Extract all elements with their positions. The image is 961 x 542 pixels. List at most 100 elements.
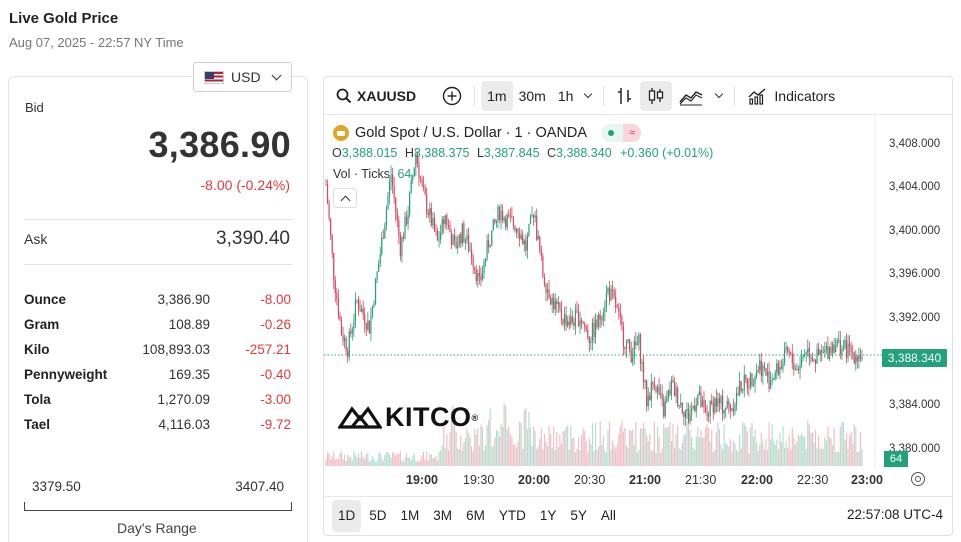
range-1y[interactable]: 1Y [539,507,557,523]
candle-body [351,328,353,334]
ask-label: Ask [24,231,48,247]
candle-body [401,237,403,257]
candle-body [488,240,490,248]
range-all[interactable]: All [600,507,616,523]
unit-change: -8.00 [260,292,291,307]
candle-body [523,240,525,245]
range-ytd[interactable]: YTD [498,507,526,523]
bar-style-button[interactable] [610,81,640,111]
volume-bar [790,449,792,466]
volume-bar [690,437,693,466]
currency-select[interactable]: USD [193,62,292,92]
candle-body [361,308,363,312]
candle-body [381,237,383,254]
candle-body [629,339,631,350]
volume-bar [463,442,465,466]
market-status-badge[interactable]: ≈ [601,124,642,142]
price-chart[interactable] [324,116,952,468]
volume-bar [362,456,364,466]
volume-bar [703,437,705,466]
volume-bar [483,450,485,466]
candle-body [571,316,573,323]
candle-body [422,185,425,188]
candle-body [797,368,800,371]
volume-bar [811,431,814,466]
volume-bar [748,453,750,466]
chart-style-dropdown[interactable] [710,81,728,111]
volume-bar [514,444,516,466]
volume-bar [399,451,401,466]
interval-1h[interactable]: 1h [557,87,574,104]
candle-body [409,192,411,215]
interval-30m[interactable]: 30m [518,87,546,104]
volume-bar [509,433,511,466]
volume-bar [650,450,652,466]
candle-body [706,412,708,416]
chart-settings-icon[interactable] [911,472,925,486]
candle-body [773,378,775,380]
candle-body [447,224,449,226]
range-6m[interactable]: 6M [466,507,485,523]
range-5y[interactable]: 5Y [570,507,587,523]
candle-body [799,365,801,371]
us-flag-icon [204,70,224,84]
candle-body [622,326,625,347]
volume-bar [752,436,755,466]
volume-bar [838,451,840,466]
volume-bar [464,437,467,466]
volume-bar [797,434,800,466]
range-1m[interactable]: 1M [400,507,420,523]
candle-body [393,186,395,198]
volume-bar [385,452,388,466]
volume-bar [359,457,361,466]
volume-bar [644,428,646,466]
volume-bar [667,426,669,466]
volume-bar [735,449,738,466]
area-style-button[interactable] [672,81,710,111]
indicators-button[interactable]: Indicators [741,81,841,111]
volume-bar [766,450,769,466]
volume-bar [780,441,783,466]
candle-body [563,314,566,324]
range-1d[interactable]: 1D [332,499,362,532]
candle-body [695,404,697,412]
page-timestamp: Aug 07, 2025 - 22:57 NY Time [9,35,184,50]
interval-1m[interactable]: 1m [481,80,513,111]
candle-body [594,319,597,337]
volume-bar [378,453,380,466]
candles-style-button[interactable] [640,80,673,111]
unit-price: 1,270.09 [157,392,210,407]
volume-bar [649,433,651,466]
volume-bar [404,457,406,466]
volume-bar [821,447,823,466]
volume-bar [718,428,721,466]
range-5d[interactable]: 5D [369,507,387,523]
compare-button[interactable] [436,81,468,111]
volume-bar [739,434,741,466]
collapse-legend-button[interactable] [333,188,357,208]
candle-body [660,393,662,395]
volume-bar [776,439,778,466]
unit-price: 4,116.03 [158,417,210,432]
last-volume-label: 64 [884,451,908,467]
volume-bar [457,448,459,466]
candle-body [486,240,488,259]
range-3m[interactable]: 3M [433,507,453,523]
candle-body [367,320,369,330]
interval-dropdown[interactable] [579,81,597,111]
volume-bar [630,431,632,466]
volume-bar [534,430,536,466]
candle-body [752,383,755,386]
volume-bar [540,427,542,466]
candle-body [343,338,346,342]
candle-body [536,215,538,240]
volume-bar [678,448,680,466]
volume-bar [382,461,384,466]
candle-body [698,391,700,396]
symbol-search[interactable]: XAUUSD [330,81,422,111]
candle-body [790,352,792,354]
candle-body [708,415,710,417]
candle-body [440,232,442,240]
candle-body [633,341,635,357]
volume-bar [543,433,546,466]
